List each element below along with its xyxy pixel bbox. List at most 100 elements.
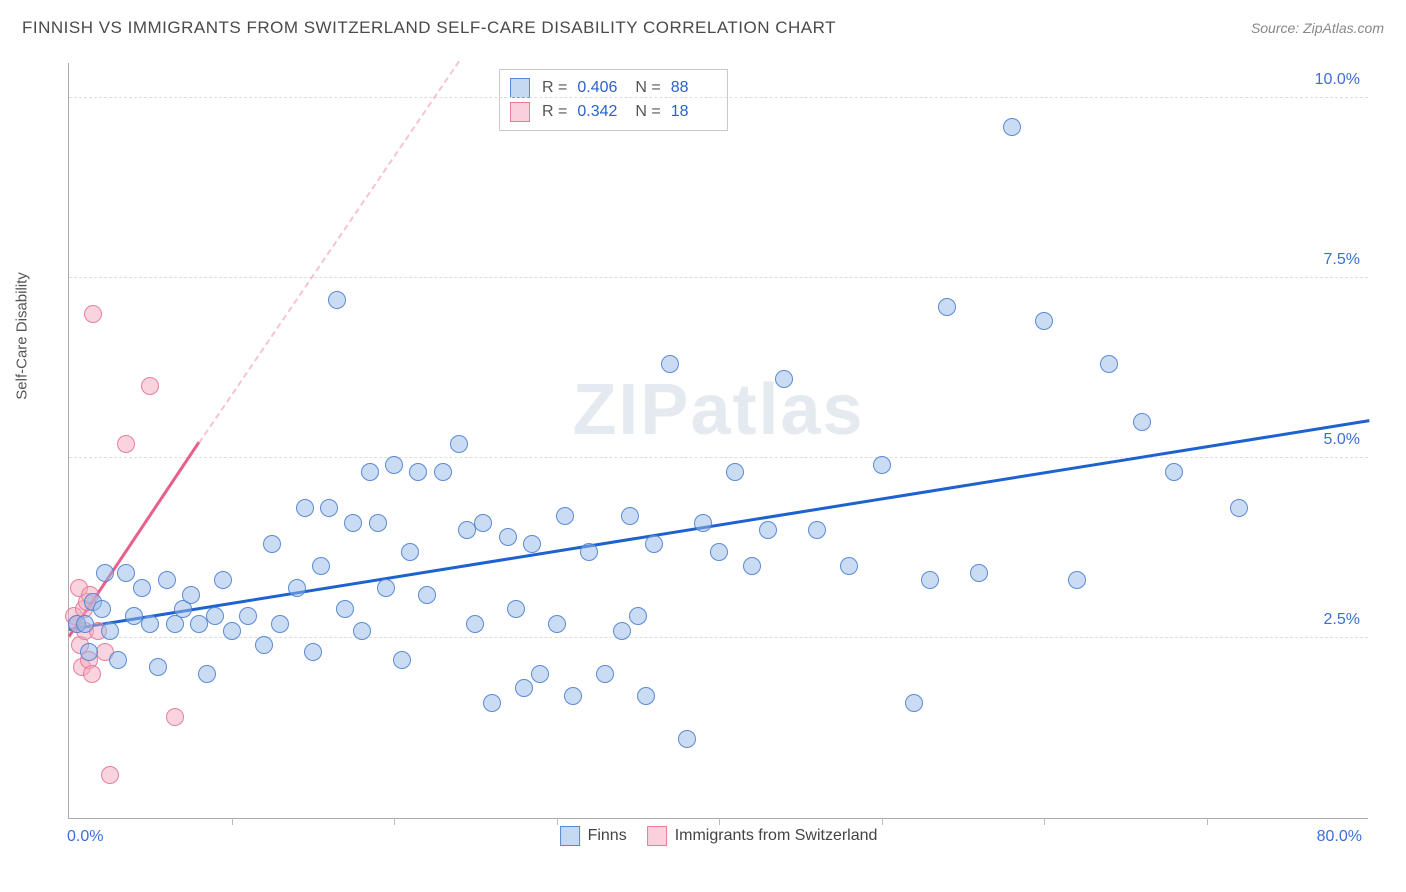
- data-point-finns: [564, 687, 582, 705]
- data-point-finns: [101, 622, 119, 640]
- data-point-finns: [661, 355, 679, 373]
- trend-line-swiss-extrapolated: [198, 60, 460, 443]
- watermark: ZIPatlas: [572, 369, 864, 451]
- swatch-blue: [510, 78, 530, 98]
- data-point-finns: [1165, 463, 1183, 481]
- data-point-finns: [645, 535, 663, 553]
- data-point-swiss: [84, 305, 102, 323]
- data-point-finns: [678, 730, 696, 748]
- y-tick-label: 10.0%: [1315, 71, 1360, 89]
- data-point-finns: [304, 643, 322, 661]
- data-point-finns: [710, 543, 728, 561]
- data-point-finns: [1035, 312, 1053, 330]
- x-tick: [1207, 818, 1208, 825]
- data-point-finns: [523, 535, 541, 553]
- gridline: [69, 457, 1368, 458]
- data-point-finns: [483, 694, 501, 712]
- data-point-finns: [344, 514, 362, 532]
- data-point-finns: [117, 564, 135, 582]
- legend: Finns Immigrants from Switzerland: [560, 826, 878, 846]
- data-point-finns: [515, 679, 533, 697]
- x-tick: [719, 818, 720, 825]
- swatch-pink: [510, 102, 530, 122]
- source-attribution: Source: ZipAtlas.com: [1251, 20, 1384, 36]
- data-point-finns: [808, 521, 826, 539]
- correlation-chart: Self-Care Disability ZIPatlas R = 0.406 …: [50, 55, 1380, 855]
- data-point-finns: [873, 456, 891, 474]
- data-point-finns: [694, 514, 712, 532]
- data-point-finns: [288, 579, 306, 597]
- data-point-finns: [1003, 118, 1021, 136]
- data-point-finns: [970, 564, 988, 582]
- data-point-finns: [393, 651, 411, 669]
- data-point-finns: [637, 687, 655, 705]
- data-point-finns: [76, 615, 94, 633]
- data-point-finns: [629, 607, 647, 625]
- legend-label-finns: Finns: [588, 827, 627, 845]
- r-label: R =: [542, 100, 567, 124]
- data-point-finns: [198, 665, 216, 683]
- y-tick-label: 2.5%: [1324, 611, 1360, 629]
- data-point-finns: [759, 521, 777, 539]
- x-tick: [232, 818, 233, 825]
- x-tick: [394, 818, 395, 825]
- data-point-finns: [938, 298, 956, 316]
- data-point-finns: [255, 636, 273, 654]
- data-point-finns: [613, 622, 631, 640]
- data-point-finns: [223, 622, 241, 640]
- stats-row-swiss: R = 0.342 N = 18: [510, 100, 717, 124]
- data-point-swiss: [83, 665, 101, 683]
- data-point-swiss: [117, 435, 135, 453]
- data-point-finns: [580, 543, 598, 561]
- trend-line-finns: [69, 419, 1369, 631]
- data-point-finns: [182, 586, 200, 604]
- r-value-swiss: 0.342: [577, 100, 623, 124]
- y-tick-label: 7.5%: [1324, 251, 1360, 269]
- data-point-finns: [96, 564, 114, 582]
- data-point-finns: [93, 600, 111, 618]
- data-point-finns: [353, 622, 371, 640]
- data-point-finns: [434, 463, 452, 481]
- x-tick: [557, 818, 558, 825]
- data-point-swiss: [166, 708, 184, 726]
- data-point-finns: [149, 658, 167, 676]
- data-point-finns: [450, 435, 468, 453]
- data-point-finns: [621, 507, 639, 525]
- gridline: [69, 97, 1368, 98]
- data-point-finns: [80, 643, 98, 661]
- data-point-finns: [328, 291, 346, 309]
- stats-legend-box: R = 0.406 N = 88 R = 0.342 N = 18: [499, 69, 728, 131]
- data-point-finns: [141, 615, 159, 633]
- data-point-finns: [206, 607, 224, 625]
- data-point-finns: [905, 694, 923, 712]
- data-point-finns: [775, 370, 793, 388]
- data-point-finns: [271, 615, 289, 633]
- data-point-finns: [548, 615, 566, 633]
- data-point-finns: [401, 543, 419, 561]
- data-point-finns: [361, 463, 379, 481]
- data-point-finns: [507, 600, 525, 618]
- data-point-finns: [377, 579, 395, 597]
- x-axis-max: 80.0%: [1317, 828, 1362, 846]
- n-label: N =: [635, 100, 660, 124]
- data-point-finns: [840, 557, 858, 575]
- data-point-finns: [133, 579, 151, 597]
- x-tick: [1044, 818, 1045, 825]
- legend-item-finns: Finns: [560, 826, 627, 846]
- swatch-pink: [647, 826, 667, 846]
- data-point-finns: [596, 665, 614, 683]
- data-point-finns: [1133, 413, 1151, 431]
- data-point-finns: [214, 571, 232, 589]
- data-point-finns: [369, 514, 387, 532]
- data-point-finns: [1230, 499, 1248, 517]
- legend-item-swiss: Immigrants from Switzerland: [647, 826, 878, 846]
- y-tick-label: 5.0%: [1324, 431, 1360, 449]
- data-point-finns: [726, 463, 744, 481]
- page-title: FINNISH VS IMMIGRANTS FROM SWITZERLAND S…: [22, 18, 836, 38]
- data-point-finns: [409, 463, 427, 481]
- data-point-swiss: [141, 377, 159, 395]
- data-point-finns: [1068, 571, 1086, 589]
- data-point-finns: [499, 528, 517, 546]
- data-point-finns: [466, 615, 484, 633]
- legend-label-swiss: Immigrants from Switzerland: [675, 827, 878, 845]
